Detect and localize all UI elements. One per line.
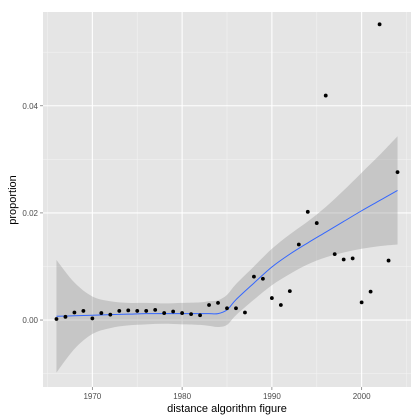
data-point: [216, 300, 220, 305]
data-point: [269, 296, 274, 300]
data-point: [350, 256, 355, 261]
data-point: [72, 310, 77, 315]
data-point: [99, 311, 104, 315]
data-point: [296, 242, 301, 247]
data-point: [135, 309, 140, 313]
data-point: [117, 309, 122, 313]
data-point: [368, 289, 373, 294]
x-tick-label: 2000: [353, 392, 371, 401]
y-tick-label: 0.00: [22, 316, 38, 325]
x-axis-tick-labels: 1970 1980 1990 2000: [83, 392, 371, 401]
smooth-line: [56, 189, 398, 317]
data-point: [323, 93, 328, 98]
data-point: [171, 309, 176, 314]
data-point: [314, 221, 319, 225]
data-point: [252, 274, 256, 279]
grid-major: [43, 12, 411, 387]
data-point: [225, 306, 229, 311]
data-point: [54, 317, 59, 321]
y-tick-label: 0.04: [22, 102, 38, 111]
data-point: [332, 252, 337, 257]
data-point: [180, 311, 185, 315]
data-point: [198, 313, 202, 318]
data-point: [359, 300, 364, 305]
x-tick-label: 1990: [263, 392, 281, 401]
data-point: [189, 312, 193, 317]
data-point: [287, 289, 292, 294]
x-tick-label: 1980: [173, 392, 191, 401]
data-point: [341, 257, 346, 262]
data-point: [108, 312, 113, 317]
x-axis-ticks: [91, 387, 363, 390]
data-point: [377, 22, 382, 27]
data-point: [162, 311, 167, 315]
data-point: [63, 314, 68, 319]
data-point: [243, 310, 247, 315]
data-point: [144, 309, 149, 313]
x-axis-title: distance algorithm figure: [167, 403, 287, 415]
y-axis-tick-labels: 0.00 0.02 0.04: [22, 102, 38, 325]
data-point: [395, 170, 400, 175]
x-tick-label: 1970: [83, 392, 101, 401]
data-point: [234, 306, 238, 311]
data-points: [54, 22, 400, 321]
y-axis-ticks: [40, 105, 43, 321]
data-point: [126, 308, 131, 313]
data-point: [81, 309, 86, 313]
grid-minor: [43, 12, 411, 387]
y-axis-title: proportion: [7, 175, 19, 225]
data-point: [90, 316, 95, 321]
data-point: [153, 307, 158, 312]
data-point: [278, 303, 283, 307]
data-point: [261, 276, 265, 281]
data-point: [386, 258, 391, 263]
data-point: [207, 303, 211, 307]
data-point: [305, 209, 310, 214]
y-tick-label: 0.02: [22, 209, 38, 218]
